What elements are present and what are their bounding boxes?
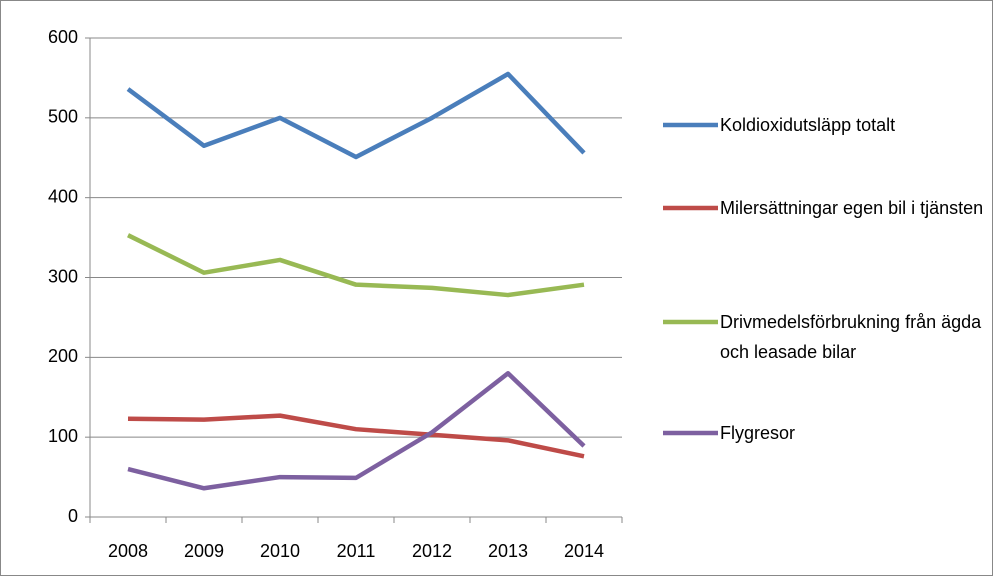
series-line xyxy=(127,413,585,459)
x-tick-label: 2010 xyxy=(260,541,300,561)
y-tick-label: 0 xyxy=(68,506,78,526)
series-line xyxy=(126,71,586,160)
y-tick-label: 400 xyxy=(48,186,78,206)
y-tick-label: 600 xyxy=(48,27,78,47)
x-tick-label: 2013 xyxy=(488,541,528,561)
x-tick-label: 2014 xyxy=(564,541,604,561)
legend-label: Milersättningar egen bil i tjänsten xyxy=(720,198,984,218)
x-tick-label: 2008 xyxy=(108,541,148,561)
series-line xyxy=(127,233,585,298)
y-tick-label: 100 xyxy=(48,426,78,446)
x-tick-label: 2012 xyxy=(412,541,452,561)
legend-label: Flygresor xyxy=(720,423,796,443)
y-tick-label: 300 xyxy=(48,266,78,286)
legend-label: Koldioxidutsläpp totalt xyxy=(720,115,896,135)
y-tick-label: 200 xyxy=(48,346,78,366)
x-tick-label: 2009 xyxy=(184,541,224,561)
legend-label: Drivmedelsförbrukning från ägda och leas… xyxy=(720,312,982,362)
x-tick-label: 2011 xyxy=(337,541,376,561)
series-line xyxy=(127,371,586,491)
y-tick-label: 500 xyxy=(48,107,78,127)
